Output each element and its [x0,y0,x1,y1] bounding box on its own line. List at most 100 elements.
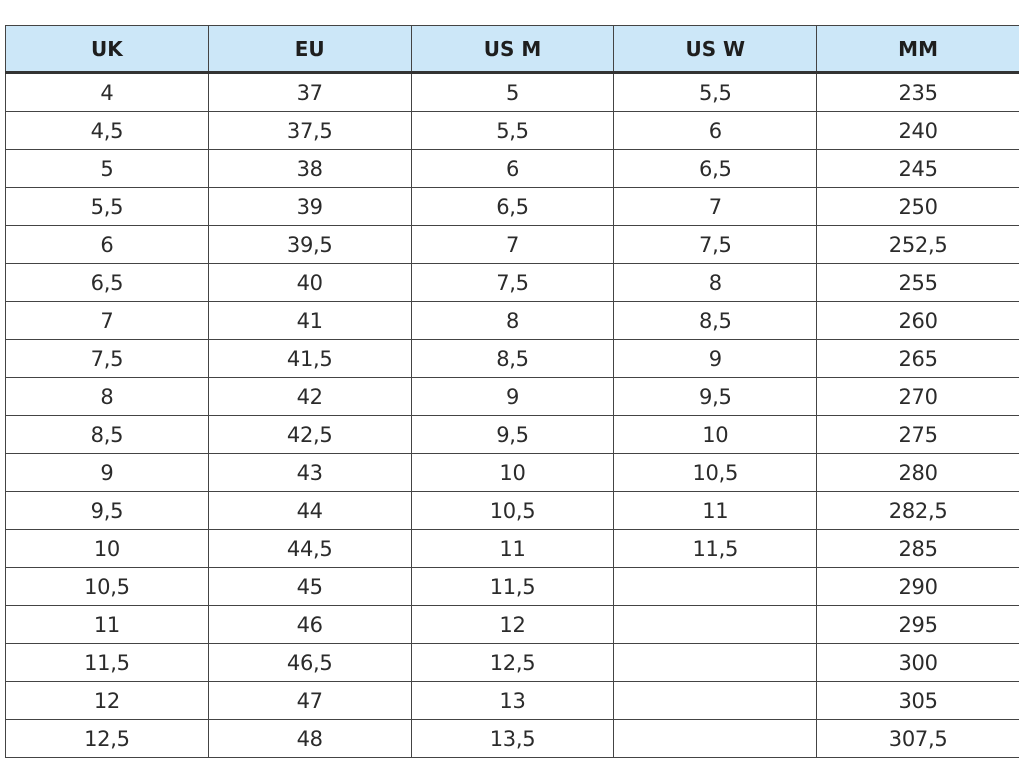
cell-uk: 6 [5,225,209,264]
cell-us-m: 7 [410,225,615,264]
cell-mm: 295 [816,605,1019,644]
cell-eu: 39 [207,187,412,226]
cell-mm: 280 [816,453,1019,492]
table-row: 11 46 12 295 [5,605,1019,644]
cell-uk: 5,5 [5,187,209,226]
cell-mm: 240 [816,111,1019,150]
cell-us-w: 7 [613,187,818,226]
cell-us-w [613,605,818,644]
cell-eu: 44 [207,491,412,530]
cell-eu: 47 [207,681,412,720]
cell-us-m: 8 [410,301,615,340]
cell-eu: 45 [207,567,412,606]
cell-eu: 48 [207,719,412,758]
table-row: 10 44,5 11 11,5 285 [5,529,1019,568]
cell-mm: 250 [816,187,1019,226]
cell-eu: 42,5 [207,415,412,454]
cell-us-m: 9 [410,377,615,416]
cell-mm: 260 [816,301,1019,340]
size-chart-container: UK EU US M US W MM 4 37 5 5,5 235 4,5 37,5 5,5 6… [5,25,1019,768]
table-row: 4,5 37,5 5,5 6 240 [5,111,1019,150]
table-row: 10,5 45 11,5 290 [5,567,1019,606]
cell-eu: 37 [207,72,412,112]
cell-eu: 41,5 [207,339,412,378]
cell-uk: 8 [5,377,209,416]
table-row: 12 47 13 305 [5,681,1019,720]
cell-uk: 8,5 [5,415,209,454]
cell-us-m: 6,5 [410,187,615,226]
table-row: 7 41 8 8,5 260 [5,301,1019,340]
cell-us-w: 8,5 [613,301,818,340]
cell-mm: 305 [816,681,1019,720]
column-header-us-m: US M [410,25,615,74]
table-row: 9 43 10 10,5 280 [5,453,1019,492]
cell-us-m: 11 [410,529,615,568]
cell-us-w: 9 [613,339,818,378]
column-header-mm: MM [816,25,1019,74]
table-row: 11,5 46,5 12,5 300 [5,643,1019,682]
cell-uk: 7,5 [5,339,209,378]
cell-uk: 10 [5,529,209,568]
header-row: UK EU US M US W MM [5,25,1019,74]
cell-uk: 10,5 [5,567,209,606]
cell-us-w: 11 [613,491,818,530]
cell-eu: 42 [207,377,412,416]
cell-us-m: 9,5 [410,415,615,454]
cell-us-m: 12 [410,605,615,644]
cell-us-w: 8 [613,263,818,302]
cell-mm: 307,5 [816,719,1019,758]
cell-mm: 255 [816,263,1019,302]
cell-us-m: 5,5 [410,111,615,150]
cell-us-m: 10,5 [410,491,615,530]
cell-us-w: 9,5 [613,377,818,416]
cell-mm: 235 [816,72,1019,112]
table-row: 5,5 39 6,5 7 250 [5,187,1019,226]
table-row: 4 37 5 5,5 235 [5,72,1019,112]
cell-us-w [613,681,818,720]
cell-uk: 7 [5,301,209,340]
table-body: 4 37 5 5,5 235 4,5 37,5 5,5 6 240 5 38 6 6,5 245 5,5 39 6… [5,72,1019,758]
cell-uk: 4 [5,72,209,112]
cell-us-w: 10 [613,415,818,454]
cell-eu: 43 [207,453,412,492]
column-header-uk: UK [5,25,209,74]
cell-us-m: 11,5 [410,567,615,606]
cell-mm: 265 [816,339,1019,378]
cell-eu: 46 [207,605,412,644]
shoe-size-conversion-table: UK EU US M US W MM 4 37 5 5,5 235 4,5 37,5 5,5 6… [5,25,1019,758]
cell-mm: 252,5 [816,225,1019,264]
cell-uk: 5 [5,149,209,188]
cell-mm: 282,5 [816,491,1019,530]
cell-mm: 300 [816,643,1019,682]
table-header: UK EU US M US W MM [5,25,1019,74]
cell-mm: 285 [816,529,1019,568]
cell-us-m: 6 [410,149,615,188]
cell-uk: 12,5 [5,719,209,758]
cell-eu: 40 [207,263,412,302]
cell-us-m: 10 [410,453,615,492]
cell-mm: 275 [816,415,1019,454]
cell-eu: 41 [207,301,412,340]
table-row: 6,5 40 7,5 8 255 [5,263,1019,302]
cell-uk: 12 [5,681,209,720]
table-row: 8 42 9 9,5 270 [5,377,1019,416]
cell-eu: 44,5 [207,529,412,568]
cell-us-m: 5 [410,72,615,112]
cell-eu: 39,5 [207,225,412,264]
cell-us-w [613,643,818,682]
column-header-us-w: US W [613,25,818,74]
cell-mm: 270 [816,377,1019,416]
cell-us-m: 8,5 [410,339,615,378]
cell-us-m: 12,5 [410,643,615,682]
cell-us-w: 10,5 [613,453,818,492]
cell-uk: 9 [5,453,209,492]
table-row: 5 38 6 6,5 245 [5,149,1019,188]
cell-us-w: 7,5 [613,225,818,264]
column-header-eu: EU [207,25,412,74]
cell-mm: 290 [816,567,1019,606]
cell-eu: 37,5 [207,111,412,150]
cell-uk: 11,5 [5,643,209,682]
cell-us-m: 7,5 [410,263,615,302]
cell-us-m: 13 [410,681,615,720]
cell-uk: 6,5 [5,263,209,302]
